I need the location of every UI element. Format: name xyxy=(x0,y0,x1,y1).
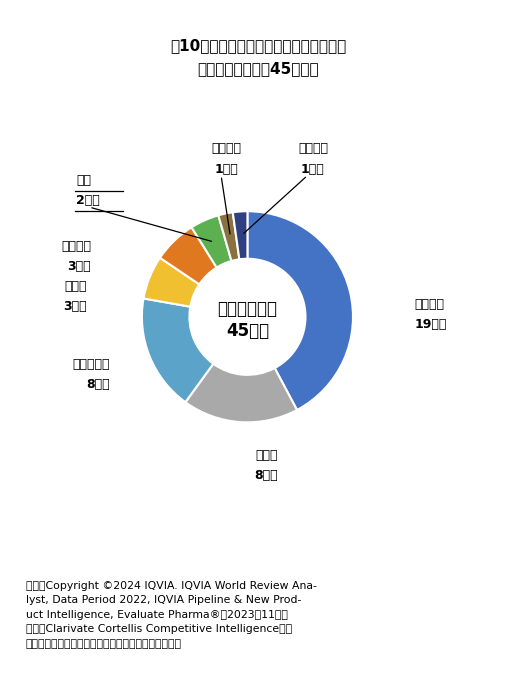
Text: スイス: スイス xyxy=(255,448,278,462)
Text: 8品目: 8品目 xyxy=(87,378,110,391)
Text: 19品目: 19品目 xyxy=(414,317,446,331)
Text: 出所：Copyright ©2024 IQVIA. IQVIA World Review Ana-
lyst, Data Period 2022, IQVIA : 出所：Copyright ©2024 IQVIA. IQVIA World Re… xyxy=(26,581,317,649)
Wedge shape xyxy=(248,211,353,410)
Text: バイオ医薬品: バイオ医薬品 xyxy=(217,300,278,318)
Text: ドイツ: ドイツ xyxy=(64,279,87,293)
Text: アメリカ: アメリカ xyxy=(414,297,444,310)
Wedge shape xyxy=(160,227,217,284)
Text: デンマーク: デンマーク xyxy=(73,358,110,371)
Text: 2品目: 2品目 xyxy=(76,194,100,207)
Text: 1品目: 1品目 xyxy=(215,163,238,175)
Text: 3品目: 3品目 xyxy=(63,299,87,313)
Text: ベルギー: ベルギー xyxy=(212,142,241,155)
Wedge shape xyxy=(218,213,239,261)
Text: 1品目: 1品目 xyxy=(301,163,325,175)
Text: 8品目: 8品目 xyxy=(254,469,278,482)
Wedge shape xyxy=(233,211,248,259)
Text: 図10　医薬品創出企業の国籍別医薬品数: 図10 医薬品創出企業の国籍別医薬品数 xyxy=(170,38,346,53)
Text: 3品目: 3品目 xyxy=(68,259,91,273)
Text: 日本: 日本 xyxy=(76,174,91,187)
Text: フランス: フランス xyxy=(298,142,328,155)
Wedge shape xyxy=(143,258,199,307)
Wedge shape xyxy=(142,299,213,402)
Text: （バイオ医薬品：45品目）: （バイオ医薬品：45品目） xyxy=(197,61,319,76)
Wedge shape xyxy=(191,215,232,268)
Text: 45品目: 45品目 xyxy=(226,322,269,339)
Text: イギリス: イギリス xyxy=(61,239,91,253)
Wedge shape xyxy=(185,364,297,422)
